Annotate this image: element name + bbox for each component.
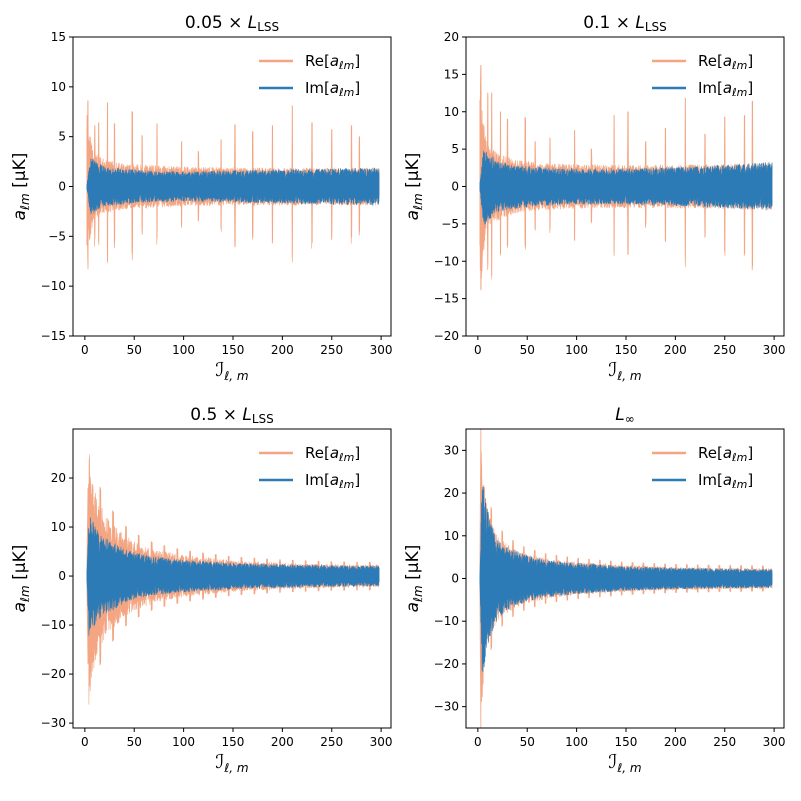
chart-panel-3: 0 50 100 150 200 250 300 −30 −20 −10 0 10 20 0.5 × LL… [10, 405, 393, 775]
x-tick-label: 0 [474, 735, 482, 749]
series-im-area [479, 486, 773, 673]
legend-item-im-label: Im[aℓm] [698, 471, 753, 491]
y-tick-label: −10 [434, 614, 459, 628]
y-tick-label: 20 [444, 30, 459, 44]
legend-item-im-label: Im[aℓm] [305, 471, 360, 491]
y-axis-label: aℓm [μK] [10, 153, 32, 221]
x-tick-label: 100 [172, 735, 195, 749]
legend-item-re-label: Re[aℓm] [305, 52, 360, 72]
x-tick-label: 50 [520, 343, 535, 357]
legend: Re[aℓm] Im[aℓm] [652, 444, 753, 491]
x-axis-label: ℐℓ, m [215, 359, 248, 383]
y-tick-label: 10 [444, 105, 459, 119]
y-tick-label: −20 [41, 667, 66, 681]
y-tick-label: 20 [51, 471, 66, 485]
legend-item-re-label: Re[aℓm] [698, 52, 753, 72]
y-tick-label: −15 [41, 329, 66, 343]
y-tick-label: 20 [444, 486, 459, 500]
y-axis-label: aℓm [μK] [403, 153, 425, 221]
x-tick-label: 50 [520, 735, 535, 749]
y-tick-label: −10 [41, 618, 66, 632]
y-tick-label: −20 [434, 329, 459, 343]
series-im-area [86, 517, 380, 636]
legend: Re[aℓm] Im[aℓm] [652, 52, 753, 99]
x-tick-label: 300 [370, 735, 393, 749]
y-tick-label: 10 [51, 80, 66, 94]
x-tick-label: 50 [127, 343, 142, 357]
y-tick-label: 5 [451, 142, 459, 156]
y-tick-label: −10 [434, 254, 459, 268]
x-tick-label: 0 [81, 343, 89, 357]
legend-item-re-label: Re[aℓm] [698, 444, 753, 464]
chart-panel-2: 0 50 100 150 200 250 300 −20 −15 −10 −5 0 5 10 15 20 0.1… [403, 13, 786, 383]
series-im-area [86, 158, 380, 215]
x-axis-label: ℐℓ, m [608, 359, 641, 383]
chart-title: 0.05 × LLSS [185, 13, 279, 34]
x-tick-label: 50 [127, 735, 142, 749]
x-tick-label: 150 [615, 735, 638, 749]
y-tick-label: 5 [58, 130, 66, 144]
y-tick-label: 10 [51, 520, 66, 534]
x-tick-label: 150 [222, 343, 245, 357]
y-tick-label: 10 [444, 529, 459, 543]
y-tick-label: 0 [451, 572, 459, 586]
legend: Re[aℓm] Im[aℓm] [259, 444, 360, 491]
x-tick-label: 200 [664, 343, 687, 357]
y-tick-label: 0 [58, 180, 66, 194]
y-tick-label: −30 [41, 716, 66, 730]
y-axis-label: aℓm [μK] [10, 545, 32, 613]
x-tick-label: 100 [565, 735, 588, 749]
y-tick-label: −5 [441, 217, 459, 231]
chart-title: L∞ [615, 405, 634, 426]
x-tick-label: 250 [713, 735, 736, 749]
chart-title: 0.1 × LLSS [583, 13, 667, 34]
legend: Re[aℓm] Im[aℓm] [259, 52, 360, 99]
x-tick-label: 250 [320, 735, 343, 749]
x-tick-label: 100 [565, 343, 588, 357]
x-tick-label: 0 [474, 343, 482, 357]
y-tick-label: 15 [51, 30, 66, 44]
x-tick-label: 200 [271, 735, 294, 749]
y-tick-label: −15 [434, 292, 459, 306]
y-tick-label: 15 [444, 67, 459, 81]
plot-frame [72, 428, 392, 729]
y-tick-label: −5 [48, 229, 66, 243]
x-tick-label: 0 [81, 735, 89, 749]
chart-panel-1: 0 50 100 150 200 250 300 −15 −10 −5 0 5 10 15 0.05 × L… [10, 13, 393, 383]
x-tick-label: 150 [222, 735, 245, 749]
y-tick-label: −10 [41, 279, 66, 293]
x-tick-label: 300 [763, 735, 786, 749]
legend-item-im-label: Im[aℓm] [698, 79, 753, 99]
x-tick-label: 200 [271, 343, 294, 357]
chart-title: 0.5 × LLSS [190, 405, 274, 426]
y-tick-label: −30 [434, 700, 459, 714]
x-axis-label: ℐℓ, m [608, 751, 641, 775]
x-axis-label: ℐℓ, m [215, 751, 248, 775]
x-tick-label: 250 [320, 343, 343, 357]
x-tick-label: 100 [172, 343, 195, 357]
y-tick-label: 0 [58, 569, 66, 583]
chart-panel-4: 0 50 100 150 200 250 300 −30 −20 −10 0 10 20 30 L∞ ℐℓ, … [403, 405, 786, 775]
x-tick-label: 300 [763, 343, 786, 357]
y-axis-label: aℓm [μK] [403, 545, 425, 613]
series-im-area [479, 150, 773, 225]
y-tick-label: 0 [451, 180, 459, 194]
y-tick-label: 30 [444, 443, 459, 457]
x-tick-label: 150 [615, 343, 638, 357]
legend-item-re-label: Re[aℓm] [305, 444, 360, 464]
x-tick-label: 200 [664, 735, 687, 749]
legend-item-im-label: Im[aℓm] [305, 79, 360, 99]
x-tick-label: 300 [370, 343, 393, 357]
y-tick-label: −20 [434, 657, 459, 671]
x-tick-label: 250 [713, 343, 736, 357]
